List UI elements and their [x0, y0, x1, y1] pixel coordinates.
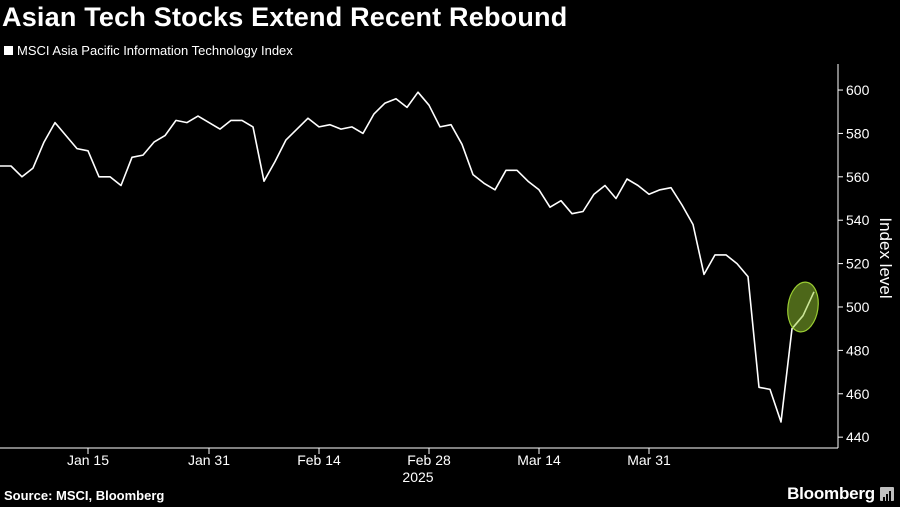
y-tick-label: 460 — [846, 386, 870, 402]
y-tick-label: 480 — [846, 342, 870, 358]
legend-swatch — [4, 46, 13, 55]
brand-name: Bloomberg — [787, 484, 875, 503]
y-axis: 440 460 480 500 520 540 560 580 600 — [837, 64, 870, 448]
y-axis-label: Index level — [876, 217, 895, 298]
y-tick-label: 540 — [846, 212, 870, 228]
series-line — [0, 91, 815, 423]
y-tick-label: 500 — [846, 299, 870, 315]
y-tick-label: 560 — [846, 169, 870, 185]
y-tick-label: 580 — [846, 125, 870, 141]
legend-label: MSCI Asia Pacific Information Technology… — [17, 43, 293, 58]
bloomberg-terminal-icon — [880, 487, 894, 501]
y-tick-label: 520 — [846, 256, 870, 272]
legend: MSCI Asia Pacific Information Technology… — [4, 43, 293, 58]
x-tick-label: Feb 28 — [407, 452, 451, 468]
x-tick-label: Jan 31 — [188, 452, 230, 468]
x-tick-label: Jan 15 — [67, 452, 109, 468]
x-tick-label: Mar 14 — [517, 452, 561, 468]
source-note: Source: MSCI, Bloomberg — [4, 488, 165, 503]
x-tick-label: Mar 31 — [627, 452, 671, 468]
year-label: 2025 — [402, 469, 433, 485]
series — [0, 91, 819, 423]
x-tick-label: Feb 14 — [297, 452, 341, 468]
y-tick-label: 600 — [846, 82, 870, 98]
x-axis: Jan 15 Jan 31 Feb 14 Feb 28 Mar 14 Mar 31 — [0, 447, 838, 468]
chart-title: Asian Tech Stocks Extend Recent Rebound — [2, 2, 568, 32]
brand: Bloomberg — [787, 484, 894, 504]
highlight-marker — [787, 281, 819, 333]
y-tick-label: 440 — [846, 429, 870, 445]
